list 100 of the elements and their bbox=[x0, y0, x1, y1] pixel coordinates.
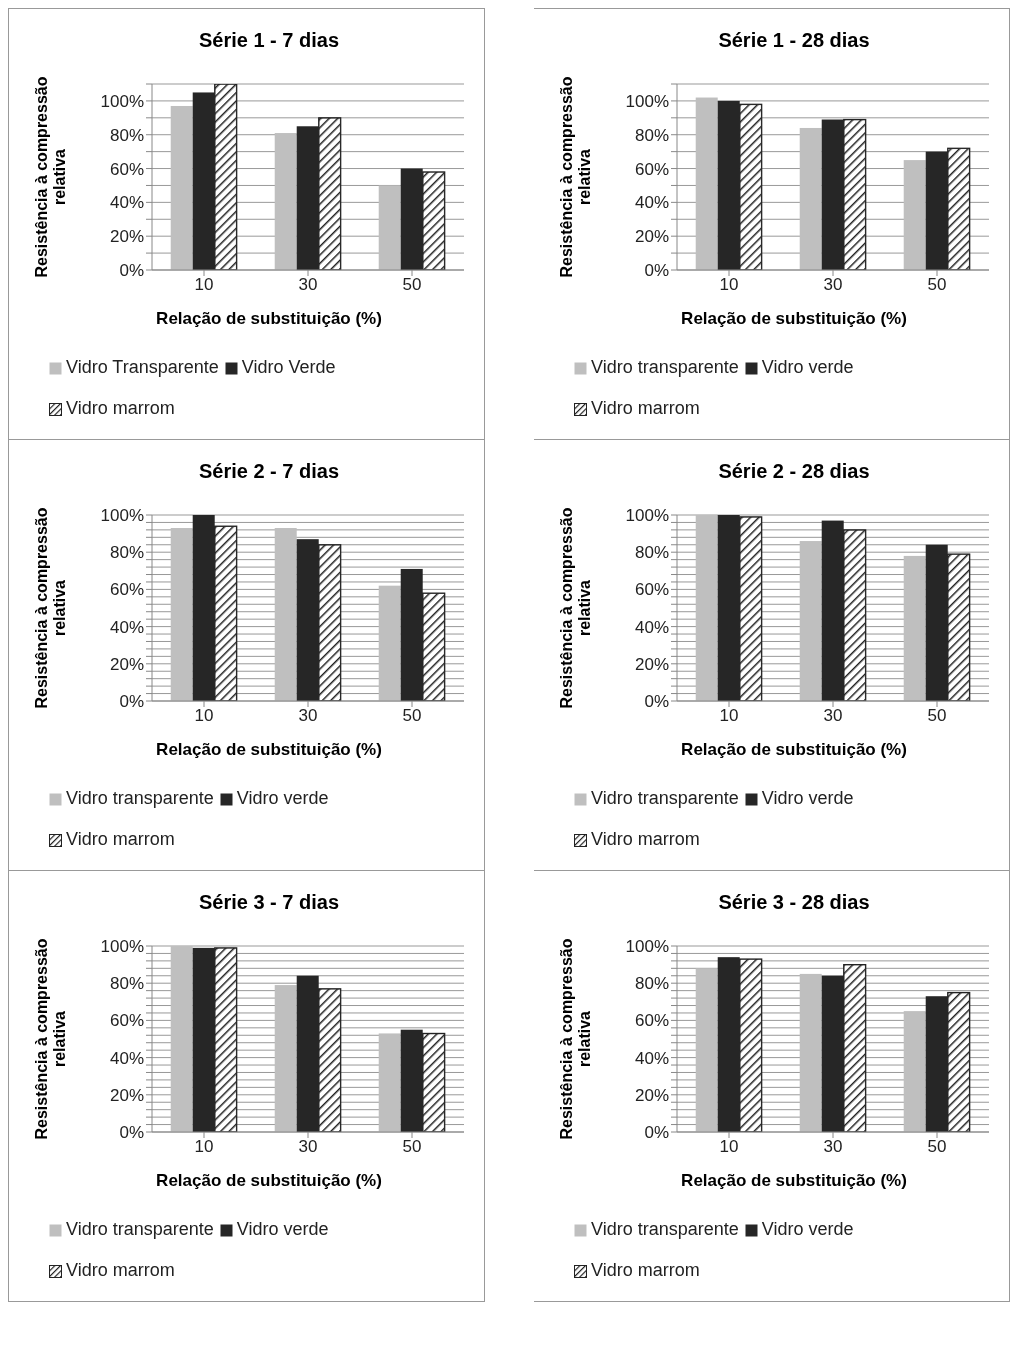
x-tick-label: 50 bbox=[927, 706, 947, 726]
y-tick-label: 0% bbox=[119, 261, 144, 281]
legend-label: Vidro verde bbox=[235, 1219, 329, 1239]
x-tick-label: 50 bbox=[402, 275, 422, 295]
y-axis-title: Resistência à compressão relativa bbox=[33, 75, 69, 280]
legend-label: Vidro marrom bbox=[590, 829, 700, 849]
y-tick-label: 40% bbox=[109, 617, 144, 637]
y-tick-label: 80% bbox=[109, 974, 144, 994]
x-axis-title: Relação de substituição (%) bbox=[680, 740, 908, 760]
x-axis-title: Relação de substituição (%) bbox=[155, 740, 383, 760]
chart-title: Série 1 - 7 dias bbox=[197, 29, 341, 52]
legend-label: Vidro transparente bbox=[590, 357, 739, 377]
bar bbox=[274, 133, 297, 270]
legend-label: Vidro Transparente bbox=[65, 357, 219, 377]
legend-label: Vidro transparente bbox=[65, 788, 214, 808]
y-tick-label: 100% bbox=[100, 506, 144, 526]
x-tick-label: 10 bbox=[194, 1137, 214, 1157]
bar bbox=[903, 160, 926, 270]
bar bbox=[170, 105, 193, 270]
y-tick-label: 100% bbox=[625, 91, 669, 111]
y-axis-title: Resistência à compressão relativa bbox=[33, 506, 69, 711]
chart-title: Série 2 - 7 dias bbox=[197, 460, 341, 483]
bar bbox=[695, 968, 718, 1132]
y-tick-label: 80% bbox=[634, 974, 669, 994]
x-tick-label: 30 bbox=[823, 275, 843, 295]
legend-label: Vidro marrom bbox=[65, 1260, 175, 1280]
y-tick-label: 0% bbox=[644, 1123, 669, 1143]
y-tick-label: 60% bbox=[109, 1011, 144, 1031]
bar bbox=[903, 1011, 926, 1132]
chart-title: Série 3 - 28 dias bbox=[717, 891, 871, 914]
bar bbox=[378, 185, 401, 270]
legend-label: Vidro Verde bbox=[240, 357, 336, 377]
y-axis-title: Resistência à compressão relativa bbox=[33, 937, 69, 1142]
legend-label: Vidro verde bbox=[760, 788, 854, 808]
x-axis-title: Relação de substituição (%) bbox=[155, 309, 383, 329]
bar bbox=[695, 515, 718, 701]
legend-label: Vidro marrom bbox=[590, 398, 700, 418]
y-tick-label: 40% bbox=[109, 1048, 144, 1068]
y-tick-label: 40% bbox=[109, 193, 144, 213]
bar bbox=[274, 985, 297, 1132]
x-tick-label: 50 bbox=[927, 275, 947, 295]
bar bbox=[799, 541, 822, 701]
x-tick-label: 30 bbox=[823, 1137, 843, 1157]
y-tick-label: 100% bbox=[100, 91, 144, 111]
x-tick-label: 30 bbox=[298, 706, 318, 726]
bar bbox=[799, 127, 822, 270]
y-tick-label: 20% bbox=[634, 227, 669, 247]
x-tick-label: 50 bbox=[402, 706, 422, 726]
legend-label: Vidro transparente bbox=[590, 788, 739, 808]
y-tick-label: 60% bbox=[109, 159, 144, 179]
y-axis-title: Resistência à compressão relativa bbox=[558, 506, 594, 711]
x-tick-label: 10 bbox=[719, 706, 739, 726]
y-tick-label: 60% bbox=[634, 580, 669, 600]
y-tick-label: 20% bbox=[634, 654, 669, 674]
chart-title: Série 3 - 7 dias bbox=[197, 891, 341, 914]
y-tick-label: 100% bbox=[625, 937, 669, 957]
legend-label: Vidro verde bbox=[760, 1219, 854, 1239]
legend-label: Vidro marrom bbox=[65, 398, 175, 418]
y-axis-title: Resistência à compressão relativa bbox=[558, 937, 594, 1142]
y-tick-label: 80% bbox=[109, 543, 144, 563]
x-axis-title: Relação de substituição (%) bbox=[680, 309, 908, 329]
y-tick-label: 80% bbox=[109, 125, 144, 145]
x-tick-label: 10 bbox=[194, 275, 214, 295]
y-tick-label: 20% bbox=[109, 227, 144, 247]
y-axis-title: Resistência à compressão relativa bbox=[558, 75, 594, 280]
y-tick-label: 60% bbox=[634, 1011, 669, 1031]
y-tick-label: 20% bbox=[634, 1085, 669, 1105]
y-tick-label: 0% bbox=[644, 692, 669, 712]
chart-title: Série 1 - 28 dias bbox=[717, 29, 871, 52]
legend-label: Vidro transparente bbox=[65, 1219, 214, 1239]
bar bbox=[695, 97, 718, 270]
bar bbox=[274, 528, 297, 701]
chart-title: Série 2 - 28 dias bbox=[717, 460, 871, 483]
y-tick-label: 80% bbox=[634, 125, 669, 145]
y-tick-label: 60% bbox=[634, 159, 669, 179]
y-tick-label: 40% bbox=[634, 193, 669, 213]
bar bbox=[799, 973, 822, 1132]
x-tick-label: 10 bbox=[719, 275, 739, 295]
x-tick-label: 30 bbox=[298, 275, 318, 295]
y-tick-label: 60% bbox=[109, 580, 144, 600]
legend-label: Vidro verde bbox=[235, 788, 329, 808]
x-tick-label: 30 bbox=[298, 1137, 318, 1157]
y-tick-label: 20% bbox=[109, 654, 144, 674]
y-tick-label: 0% bbox=[644, 261, 669, 281]
legend-label: Vidro marrom bbox=[65, 829, 175, 849]
bar bbox=[903, 555, 926, 701]
x-axis-title: Relação de substituição (%) bbox=[680, 1171, 908, 1191]
legend-label: Vidro marrom bbox=[590, 1260, 700, 1280]
bar bbox=[378, 1033, 401, 1132]
bar bbox=[170, 528, 193, 701]
y-tick-label: 100% bbox=[625, 506, 669, 526]
y-tick-label: 40% bbox=[634, 617, 669, 637]
x-tick-label: 50 bbox=[402, 1137, 422, 1157]
y-tick-label: 100% bbox=[100, 937, 144, 957]
x-axis-title: Relação de substituição (%) bbox=[155, 1171, 383, 1191]
legend-label: Vidro verde bbox=[760, 357, 854, 377]
x-tick-label: 50 bbox=[927, 1137, 947, 1157]
bar bbox=[378, 585, 401, 701]
y-tick-label: 80% bbox=[634, 543, 669, 563]
y-tick-label: 0% bbox=[119, 692, 144, 712]
